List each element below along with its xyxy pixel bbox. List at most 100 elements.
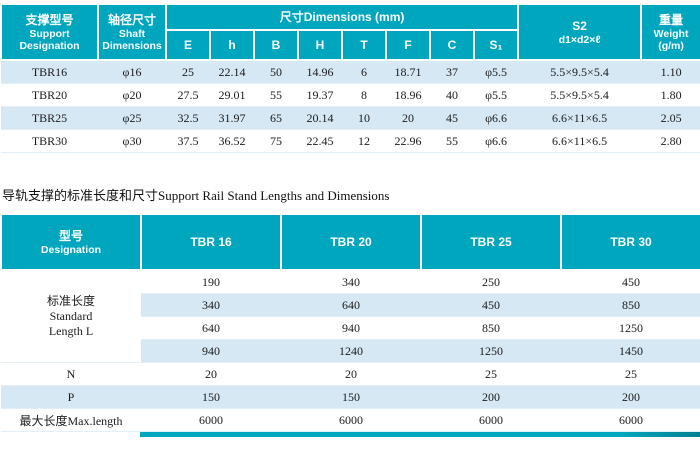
cell: 150	[141, 385, 281, 409]
cell: 18.96	[386, 83, 430, 107]
header-line: Designation	[19, 39, 80, 52]
cell: 850	[421, 316, 561, 340]
cell: 55	[254, 83, 298, 107]
cell: 10	[342, 106, 386, 130]
header-line: Support	[29, 27, 70, 40]
column-header-tbr25: TBR 25	[420, 213, 562, 271]
cell: 19.37	[298, 83, 342, 107]
cell: 1240	[281, 339, 421, 363]
cell: 32.5	[166, 106, 210, 130]
cell: 22.14	[210, 60, 254, 84]
max-length-label: 最大长度Max.length	[1, 408, 141, 432]
cell: 20.14	[298, 106, 342, 130]
table-row: P 150 150 200 200	[1, 385, 700, 409]
label-line: Length L	[48, 324, 94, 338]
header-line: (g/m)	[658, 39, 684, 52]
cell: 20	[386, 106, 430, 130]
header-line: 尺寸Dimensions (mm)	[279, 9, 405, 24]
cell: 6000	[281, 408, 421, 432]
cell: 6	[342, 60, 386, 84]
cell: 45	[430, 106, 474, 130]
cell: 1250	[561, 316, 700, 340]
cell: φ25	[98, 106, 166, 130]
s2-header: S2 d1×d2×ℓ	[517, 3, 643, 61]
dim-col-header-S1: S₁	[472, 29, 520, 61]
table-header-row: 型号 Designation TBR 16 TBR 20 TBR 25 TBR …	[0, 213, 700, 271]
cell: 18.71	[386, 60, 430, 84]
header-line: S2	[572, 18, 587, 33]
cell: 8	[342, 83, 386, 107]
spec-sheet: 支撑型号 Support Designation 轴径尺寸 Shaft Dime…	[0, 3, 700, 456]
header-line: h	[228, 38, 236, 52]
table-row: TBR30 φ30 37.5 36.52 75 22.45 12 22.96 5…	[1, 129, 700, 153]
cell: 1.80	[641, 83, 700, 107]
cell: 50	[254, 60, 298, 84]
header-line: B	[271, 38, 281, 52]
standard-length-label: 标准长度 Standard Length L	[1, 270, 141, 363]
dim-col-header-T: T	[341, 29, 387, 61]
header-line: E	[183, 38, 192, 52]
cell: 22.45	[298, 129, 342, 153]
header-line: T	[360, 38, 368, 52]
cell: 14.96	[298, 60, 342, 84]
cell: 25	[166, 60, 210, 84]
cell: 75	[254, 129, 298, 153]
header-line: Weight	[653, 27, 689, 40]
cell: 640	[141, 316, 281, 340]
header-line: 重量	[659, 12, 684, 27]
cell: φ5.5	[474, 83, 519, 107]
cell: 640	[281, 293, 421, 317]
cell: 2.05	[641, 106, 700, 130]
header-line: H	[315, 38, 325, 52]
header-line: 支撑型号	[25, 12, 74, 27]
header-line: TBR 20	[330, 235, 372, 249]
column-header-tbr16: TBR 16	[140, 213, 282, 271]
cell: 6.6×11×6.5	[518, 129, 642, 153]
table-row: 标准长度 Standard Length L 190 340 250 450	[1, 270, 700, 363]
table-subheader-row: E h B H T F C S₁	[1, 29, 700, 61]
header-line: TBR 16	[190, 235, 232, 249]
section-title: 导轨支撑的标准长度和尺寸Support Rail Stand Lengths a…	[2, 188, 390, 203]
cell: 20	[281, 362, 421, 386]
table-row: N 20 20 25 25	[1, 362, 700, 386]
table-row: 940 1240 1250 1450	[1, 339, 700, 363]
cell: 450	[561, 270, 700, 294]
dim-col-header-h: h	[209, 29, 255, 61]
cell: 37.5	[166, 129, 210, 153]
cell: TBR20	[1, 83, 98, 107]
cell: φ20	[98, 83, 166, 107]
cell: TBR30	[1, 129, 98, 153]
dim-col-header-F: F	[385, 29, 431, 61]
table-row: 最大长度Max.length 6000 6000 6000 6000	[1, 408, 700, 432]
dim-col-header-C: C	[429, 29, 475, 61]
header-line: d1×d2×ℓ	[558, 33, 601, 46]
cell: φ16	[98, 60, 166, 84]
header-line: 轴径尺寸	[107, 12, 156, 27]
cell: 25	[561, 362, 700, 386]
header-line: F	[404, 38, 412, 52]
label-line: 标准长度	[46, 294, 95, 308]
cell: 55	[430, 129, 474, 153]
cell: 940	[281, 316, 421, 340]
cell: TBR16	[1, 60, 98, 84]
cell: φ5.5	[474, 60, 519, 84]
cell: 6000	[141, 408, 281, 432]
table-row: TBR20 φ20 27.5 29.01 55 19.37 8 18.96 40…	[1, 83, 700, 107]
column-header-tbr30: TBR 30	[560, 213, 700, 271]
table-header-row: 支撑型号 Support Designation 轴径尺寸 Shaft Dime…	[0, 3, 700, 61]
cell: 450	[421, 293, 561, 317]
cell: φ6.6	[474, 106, 519, 130]
cell: 25	[421, 362, 561, 386]
cell: 20	[141, 362, 281, 386]
cell: 6000	[421, 408, 561, 432]
header-line: C	[447, 38, 457, 52]
cell: 340	[281, 270, 421, 294]
cell: 36.52	[210, 129, 254, 153]
support-dimensions-table: 支撑型号 Support Designation 轴径尺寸 Shaft Dime…	[0, 3, 700, 153]
header-line: TBR 30	[610, 235, 652, 249]
cell: 1450	[561, 339, 700, 363]
cell: 850	[561, 293, 700, 317]
weight-header: 重量 Weight (g/m)	[640, 3, 700, 61]
cell: 2.80	[641, 129, 700, 153]
cell: 37	[430, 60, 474, 84]
